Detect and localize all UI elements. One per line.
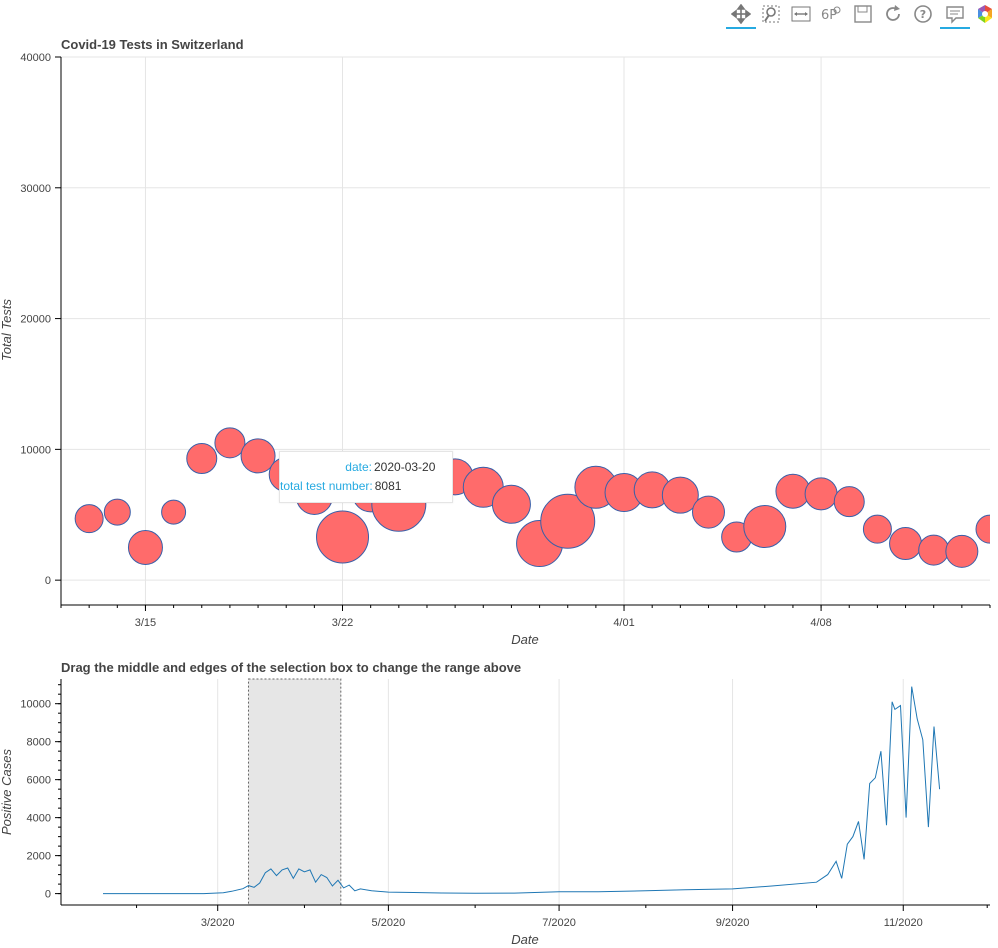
save-icon[interactable] bbox=[852, 3, 874, 25]
main-y-tick-label: 30000 bbox=[20, 183, 51, 195]
main-y-ticks: 0 10000 20000 30000 40000 bbox=[20, 52, 61, 587]
main-x-label: Date bbox=[511, 632, 538, 647]
test-bubble bbox=[127, 529, 163, 565]
pan-icon[interactable] bbox=[726, 3, 756, 29]
test-bubble bbox=[691, 495, 725, 529]
reset-icon[interactable] bbox=[882, 3, 904, 25]
test-bubble bbox=[103, 498, 131, 526]
main-y-label: Total Tests bbox=[0, 299, 14, 361]
range-selection-box[interactable] bbox=[247, 678, 342, 906]
range-y-tick-label: 8000 bbox=[27, 737, 51, 749]
test-bubble bbox=[833, 486, 865, 518]
test-bubble bbox=[186, 443, 218, 475]
range-y-tick-label: 4000 bbox=[27, 813, 51, 825]
test-bubble bbox=[240, 438, 276, 474]
range-y-tick-label: 2000 bbox=[27, 851, 51, 863]
main-x-tick-label: 3/15 bbox=[135, 617, 156, 629]
range-x-tick-label: 11/2020 bbox=[884, 917, 923, 929]
test-bubble bbox=[975, 514, 990, 544]
main-x-tick-label: 3/22 bbox=[332, 617, 353, 629]
main-chart-title: Covid-19 Tests in Switzerland bbox=[61, 37, 244, 52]
test-bubble bbox=[743, 505, 787, 549]
main-x-tick-label: 4/01 bbox=[613, 617, 634, 629]
range-y-tick-label: 10000 bbox=[20, 699, 51, 711]
hover-tooltip: date: 2020-03-20 total test number: 8081 bbox=[279, 451, 453, 503]
range-chart-title: Drag the middle and edges of the selecti… bbox=[61, 660, 521, 675]
main-chart[interactable]: Covid-19 Tests in Switzerland 0 10000 2000… bbox=[0, 37, 998, 647]
test-bubble bbox=[661, 476, 699, 514]
range-y-tick-label: 0 bbox=[45, 889, 51, 901]
main-y-tick-label: 0 bbox=[45, 575, 51, 587]
test-bubble bbox=[540, 493, 596, 549]
range-x-tick-label: 9/2020 bbox=[716, 917, 750, 929]
box-zoom-icon[interactable] bbox=[760, 3, 782, 25]
tooltip-date-value: 2020-03-20 bbox=[374, 460, 436, 474]
range-x-tick-label: 5/2020 bbox=[372, 917, 406, 929]
main-points bbox=[74, 427, 990, 568]
main-grid bbox=[61, 56, 990, 605]
range-chart[interactable]: Drag the middle and edges of the selecti… bbox=[0, 660, 990, 947]
main-x-ticks: 3/15 3/22 4/01 4/08 bbox=[60, 605, 991, 629]
tooltip-date-label: date: bbox=[345, 460, 372, 474]
test-bubble bbox=[74, 504, 104, 534]
bokeh-logo-icon[interactable] bbox=[974, 3, 996, 25]
x-wheel-zoom-icon[interactable] bbox=[790, 3, 812, 25]
test-bubble bbox=[889, 527, 923, 561]
main-y-tick-label: 20000 bbox=[20, 314, 51, 326]
hover-icon[interactable] bbox=[940, 3, 970, 29]
test-bubble bbox=[161, 499, 187, 525]
main-y-tick-label: 10000 bbox=[20, 444, 51, 456]
range-x-ticks: 3/2020 5/2020 7/2020 9/2020 11/2020 bbox=[136, 905, 988, 929]
tooltip-tests-label: total test number: bbox=[280, 479, 373, 493]
test-bubble bbox=[491, 484, 531, 524]
help-icon[interactable]: ? bbox=[912, 3, 934, 25]
main-points-group bbox=[74, 427, 990, 568]
svg-text:?: ? bbox=[920, 8, 926, 21]
positive-cases-line bbox=[103, 686, 941, 895]
test-bubble bbox=[918, 534, 950, 566]
range-grid bbox=[217, 679, 904, 905]
range-x-label: Date bbox=[511, 932, 538, 947]
test-bubble bbox=[862, 514, 892, 544]
svg-text:6P: 6P bbox=[821, 8, 837, 23]
toolbar: 6P ? bbox=[722, 0, 998, 30]
range-y-tick-label: 6000 bbox=[27, 775, 51, 787]
test-bubble bbox=[214, 427, 246, 459]
range-x-tick-label: 3/2020 bbox=[201, 917, 235, 929]
test-bubble bbox=[316, 510, 370, 564]
main-x-tick-label: 4/08 bbox=[810, 617, 831, 629]
range-x-tick-label: 7/2020 bbox=[542, 917, 576, 929]
range-y-ticks: 0 2000 4000 6000 8000 10000 bbox=[20, 684, 61, 901]
test-bubble bbox=[804, 477, 838, 511]
test-bubble bbox=[945, 534, 979, 568]
main-y-tick-label: 40000 bbox=[20, 52, 51, 64]
reset-range-icon[interactable]: 6P bbox=[820, 3, 842, 25]
tooltip-tests-value: 8081 bbox=[374, 479, 402, 493]
range-y-label: Positive Cases bbox=[0, 749, 14, 835]
